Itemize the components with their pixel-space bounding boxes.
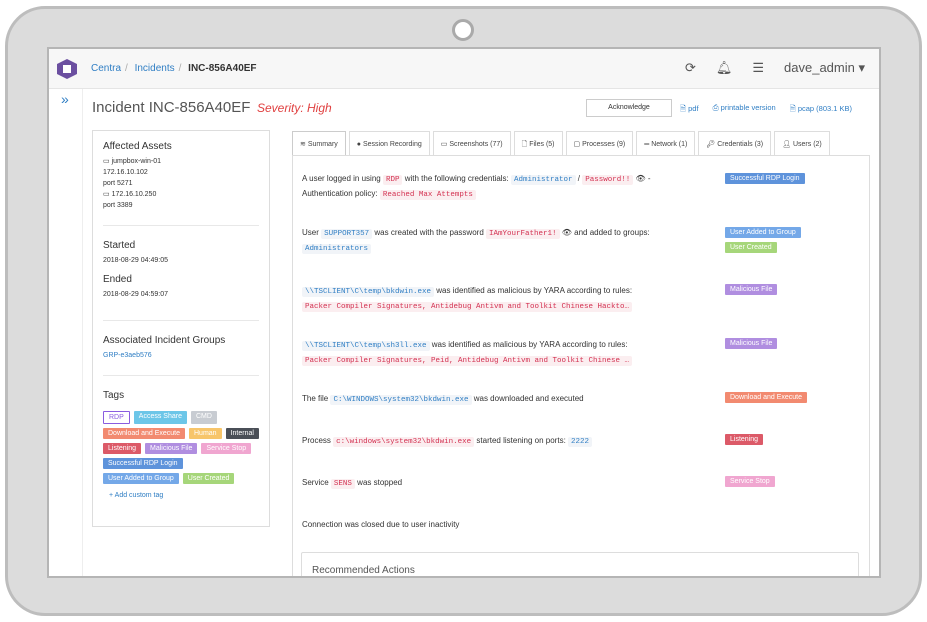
tab-users[interactable]: 👤︎ Users (2) <box>774 131 830 156</box>
reveal-password-icon[interactable]: 👁 - <box>635 174 651 183</box>
user-menu[interactable]: dave_admin ▾ <box>784 60 865 75</box>
tab-icon: 🔑︎ <box>706 141 716 148</box>
event-download-execute: The file C:\WINDOWS\system32\bkdwin.exe … <box>302 394 584 405</box>
tag-download-and-execute[interactable]: Download and Execute <box>103 428 185 439</box>
tab-icon: ▢ <box>573 141 581 148</box>
ended-label: Ended <box>103 274 132 285</box>
printable-version-link[interactable]: ⎙ printable version <box>712 103 776 112</box>
tab-label: Summary <box>307 141 338 148</box>
refresh-icon[interactable]: ⟳ <box>684 60 696 75</box>
monitor-icon: ▭ <box>103 191 110 198</box>
top-bar: Centra / Incidents / INC-856A40EF ⟳ 🔔︎ ☰ d… <box>49 49 879 89</box>
tab-label: Users (2) <box>792 141 822 148</box>
tag-successful-rdp-login[interactable]: Successful RDP Login <box>103 458 183 469</box>
started-label: Started <box>103 240 136 251</box>
breadcrumb-centra[interactable]: Centra <box>91 63 122 74</box>
monitor-icon: ▭ <box>103 158 110 165</box>
event-tag[interactable]: User Created <box>725 242 777 253</box>
recommended-actions: Recommended Actions <box>301 552 859 576</box>
event-user-created: User SUPPORT357 was created with the pas… <box>302 228 650 254</box>
tab-session[interactable]: ● Session Recording <box>348 131 430 156</box>
username: dave_admin <box>784 60 855 75</box>
breadcrumb-incidents[interactable]: Incidents <box>134 63 175 74</box>
tab-label: Credentials (3) <box>717 141 764 148</box>
tag-rdp[interactable]: RDP <box>103 411 130 424</box>
tag-user-added-to-group[interactable]: User Added to Group <box>103 473 179 484</box>
acknowledge-button[interactable]: Acknowledge <box>586 99 672 117</box>
pdf-label: pdf <box>688 104 699 113</box>
tag-cmd[interactable]: CMD <box>190 411 217 424</box>
tag-malicious-file[interactable]: Malicious File <box>145 443 198 454</box>
event-malicious-file-2: \\TSCLIENT\C\temp\sh3ll.exe was identifi… <box>302 338 672 368</box>
summary-panel: A user logged in using RDP with the foll… <box>292 155 870 576</box>
ended-value: 2018-08-29 04:59:07 <box>103 291 168 298</box>
event-service-stop: Service SENS was stopped <box>302 478 403 489</box>
breadcrumb: Centra / Incidents / INC-856A40EF <box>91 63 257 74</box>
incident-details-panel: Affected Assets ▭ jumpbox-win-01 172.16.… <box>92 130 270 527</box>
asset-1[interactable]: ▭ jumpbox-win-01 <box>103 156 259 167</box>
tab-label: Network (1) <box>651 141 688 148</box>
incident-groups-title: Associated Incident Groups <box>103 335 226 346</box>
event-connection-closed: Connection was closed due to user inacti… <box>302 520 460 529</box>
tags-title: Tags <box>103 390 125 401</box>
tag-service-stop[interactable]: Service Stop <box>201 443 252 454</box>
tab-icon: ● <box>356 141 362 148</box>
event-tag[interactable]: Download and Execute <box>725 392 807 403</box>
pdf-link[interactable]: 🗎 pdf <box>680 104 699 113</box>
pcap-link[interactable]: 🗎 pcap (803.1 KB) <box>789 104 853 113</box>
event-tag[interactable]: User Added to Group <box>725 227 801 238</box>
tab-label: Session Recording <box>362 141 422 148</box>
tab-files[interactable]: 🗋 Files (5) <box>513 131 563 156</box>
pcap-label: pcap (803.1 KB) <box>797 104 853 113</box>
event-tag[interactable]: Listening <box>725 434 764 445</box>
tag-human[interactable]: Human <box>189 428 222 439</box>
event-tag[interactable]: Malicious File <box>725 338 778 349</box>
severity-label: Severity: High <box>257 101 332 115</box>
camera-icon <box>452 19 474 41</box>
asset-2[interactable]: ▭ 172.16.10.250 <box>103 189 259 200</box>
tab-icon: ≋ <box>300 141 306 148</box>
event-listening: Process c:\windows\system32\bkdwin.exe s… <box>302 434 672 449</box>
tab-network[interactable]: ═ Network (1) <box>636 131 696 156</box>
expand-sidebar-icon[interactable]: » <box>61 91 69 107</box>
tag-user-created[interactable]: User Created <box>182 473 235 484</box>
centra-logo[interactable] <box>57 59 77 79</box>
asset-1-port: port 5271 <box>103 180 133 187</box>
event-malicious-file-1: \\TSCLIENT\C\temp\bkdwin.exe was identif… <box>302 284 672 314</box>
add-custom-tag-button[interactable]: + Add custom tag <box>109 492 164 499</box>
tab-icon: 🗋 <box>521 141 528 148</box>
asset-1-ip: 172.16.10.102 <box>103 169 148 176</box>
sliders-icon[interactable]: ☰ <box>752 60 765 75</box>
event-tag[interactable]: Malicious File <box>725 284 778 295</box>
event-tag[interactable]: Successful RDP Login <box>725 173 805 184</box>
tab-screenshots[interactable]: ▭ Screenshots (77) <box>432 131 511 156</box>
asset-1-name: jumpbox-win-01 <box>111 158 161 165</box>
breadcrumb-current: INC-856A40EF <box>188 63 257 74</box>
affected-assets-title: Affected Assets <box>103 141 172 152</box>
tag-access-share[interactable]: Access Share <box>133 411 187 424</box>
sidebar: » <box>49 89 83 576</box>
asset-2-port: port 3389 <box>103 202 133 209</box>
app-screen: Centra / Incidents / INC-856A40EF ⟳ 🔔︎ ☰ d… <box>47 47 881 578</box>
started-value: 2018-08-29 04:49:05 <box>103 257 168 264</box>
tag-internal[interactable]: Internal <box>225 428 259 439</box>
tab-credentials[interactable]: 🔑︎ Credentials (3) <box>698 131 772 156</box>
tab-processes[interactable]: ▢ Processes (9) <box>565 131 634 156</box>
bell-icon[interactable]: 🔔︎ <box>715 60 733 75</box>
tab-label: Processes (9) <box>582 141 626 148</box>
incident-group-link[interactable]: GRP-e3aeb576 <box>103 352 152 359</box>
tab-label: Files (5) <box>529 141 555 148</box>
printable-label: printable version <box>720 103 776 112</box>
tag-listening[interactable]: Listening <box>103 443 142 454</box>
tab-icon: 👤︎ <box>782 141 792 148</box>
asset-2-name: 172.16.10.250 <box>111 191 157 198</box>
tab-label: Screenshots (77) <box>449 141 503 148</box>
event-rdp-login: A user logged in using RDP with the foll… <box>302 174 651 200</box>
event-tag[interactable]: Service Stop <box>725 476 775 487</box>
tab-summary[interactable]: ≋ Summary <box>292 131 346 156</box>
tab-icon: ▭ <box>440 141 448 148</box>
page-title: Incident INC-856A40EF <box>92 99 251 116</box>
tab-icon: ═ <box>644 141 650 148</box>
